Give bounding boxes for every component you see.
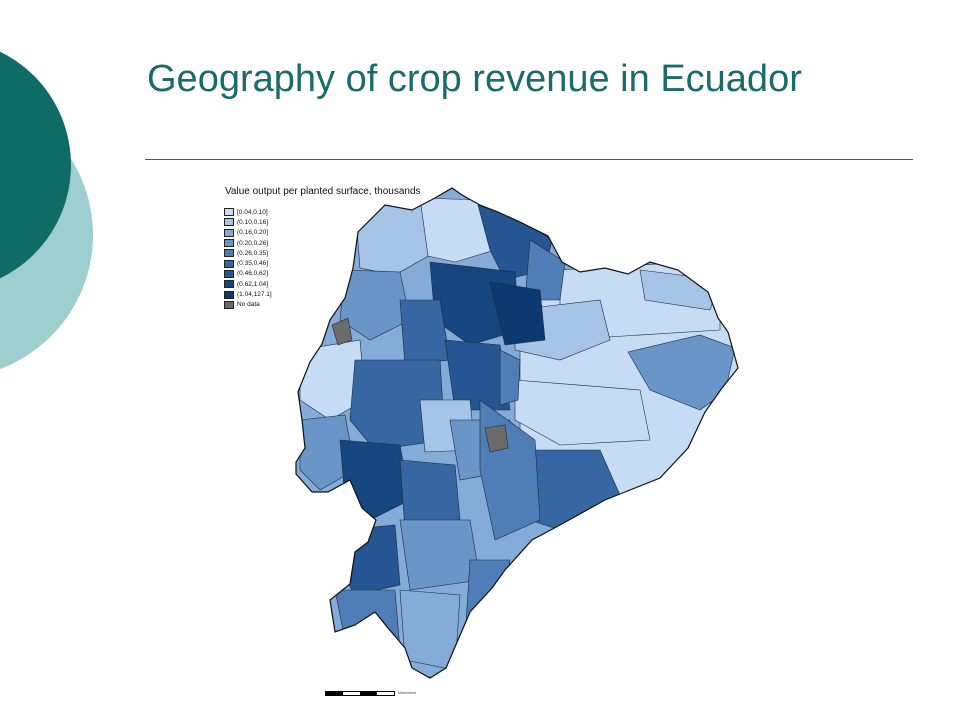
region-manabi-north (339, 269, 411, 341)
legend-item: No data (224, 300, 272, 310)
legend-label: (0.62,1.04] (237, 280, 269, 288)
legend-label: (0.20,0.26] (237, 239, 269, 247)
scale-bar-label: kilometers (398, 690, 417, 695)
region-cotopaxi (444, 339, 511, 411)
dark-teal-circle (0, 51, 71, 279)
legend-item: (1.04,127.1] (224, 289, 272, 299)
legend-label: (0.10,0.16] (237, 218, 269, 226)
region-guayas-west (299, 414, 356, 491)
legend-swatch (224, 239, 234, 248)
legend-item: (0.46,0.62] (224, 269, 272, 279)
legend-item: (0.16,0.20] (224, 228, 272, 238)
legend-swatch (224, 290, 234, 299)
title-divider (145, 159, 913, 160)
map-caption: Value output per planted surface, thousa… (225, 186, 421, 197)
legend-swatch (224, 280, 234, 289)
region-azuay (399, 519, 481, 591)
legend-label: No data (237, 301, 260, 309)
legend-label: (1.04,127.1] (237, 291, 272, 299)
region-imbabura (489, 281, 546, 346)
legend-swatch (224, 300, 234, 309)
legend-swatch (224, 228, 234, 237)
region-no-data-east (484, 424, 509, 453)
legend-swatch (224, 208, 234, 217)
legend-label: (0.35,0.46] (237, 260, 269, 268)
decorative-circles (0, 51, 93, 369)
region-loja-west (334, 589, 401, 651)
region-manabi-south (299, 339, 366, 421)
slide-title: Geography of crop revenue in Ecuador (147, 58, 802, 100)
region-amazon-mid (514, 379, 651, 446)
legend-item: (0.10,0.16] (224, 217, 272, 227)
region-los-rios (349, 359, 446, 451)
legend-item: (0.20,0.26] (224, 238, 272, 248)
map-legend: [0.04,0.10] (0.10,0.16] (0.16,0.20] (0.2… (224, 207, 272, 310)
legend-item: (0.62,1.04] (224, 279, 272, 289)
legend-label: (0.46,0.62] (237, 270, 269, 278)
legend-label: [0.04,0.10] (237, 208, 268, 216)
legend-swatch (224, 218, 234, 227)
region-tungurahua (499, 349, 521, 406)
legend-item: [0.04,0.10] (224, 207, 272, 217)
legend-label: (0.16,0.20] (237, 229, 269, 237)
region-sucumbios-west (524, 239, 566, 301)
legend-swatch (224, 259, 234, 268)
legend-swatch (224, 269, 234, 278)
region-canar (399, 459, 461, 531)
legend-item: (0.35,0.46] (224, 258, 272, 268)
ecuador-map (295, 187, 739, 679)
legend-swatch (224, 249, 234, 258)
region-no-data-coast (331, 317, 353, 346)
scale-bar (325, 691, 395, 696)
legend-label: (0.26,0.35] (237, 249, 269, 257)
legend-item: (0.26,0.35] (224, 248, 272, 258)
